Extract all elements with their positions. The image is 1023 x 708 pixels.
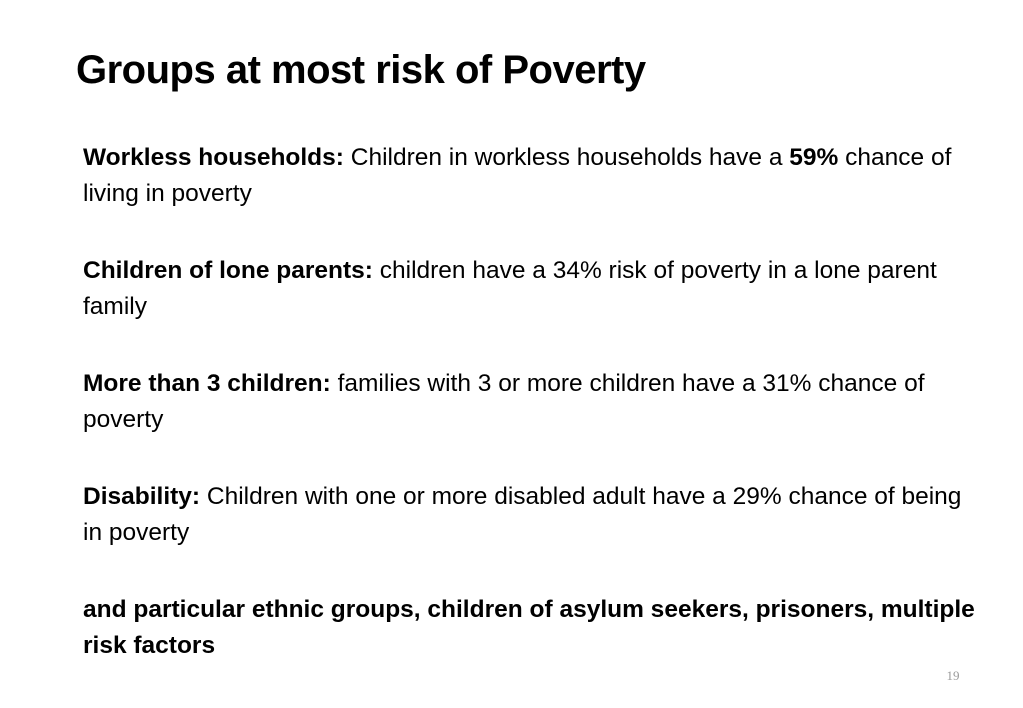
paragraph-workless-households: Workless households: Children in workles… (83, 140, 983, 212)
paragraph-lone-parents: Children of lone parents: children have … (83, 253, 983, 325)
paragraph-heading: More than 3 children: (83, 370, 331, 397)
paragraph-text: chance of living in poverty (83, 144, 952, 207)
paragraph-closing: and particular ethnic groups, children o… (83, 596, 975, 659)
paragraph-more-than-3-children: More than 3 children: families with 3 or… (83, 366, 983, 438)
paragraph-heading: Children of lone parents: (83, 257, 373, 284)
paragraph-heading: Workless households: (83, 144, 344, 171)
paragraph-text: children have a 34% risk of poverty in a… (83, 257, 937, 320)
slide-number: 19 (946, 668, 960, 683)
paragraph-disability: Disability: Children with one or more di… (83, 479, 983, 551)
paragraph-text: Children in workless households have a (343, 144, 790, 171)
slide-title: Groups at most risk of Poverty (76, 48, 646, 92)
slide-body: Workless households: Children in workles… (83, 140, 983, 664)
paragraph-text: Children with one or more disabled adult… (83, 483, 962, 546)
paragraph-heading: Disability: (83, 483, 201, 510)
paragraph-text: families with 3 or more children have a … (83, 370, 925, 433)
paragraph-emphasis: 59% (789, 144, 839, 171)
